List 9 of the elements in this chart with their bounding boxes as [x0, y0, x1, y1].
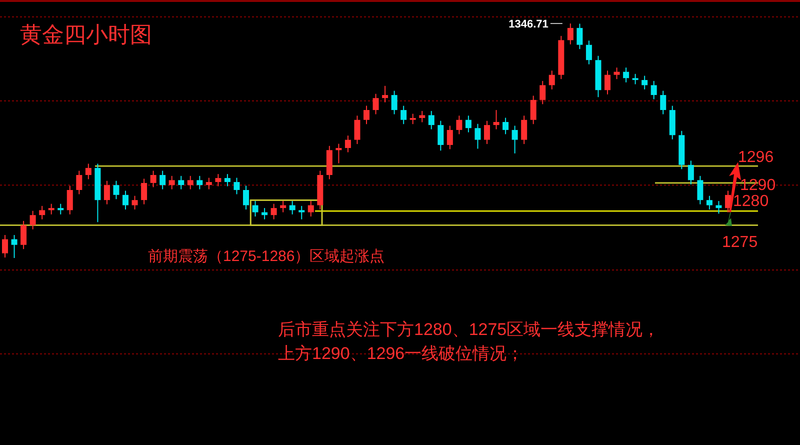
- chart-title: 黄金四小时图: [20, 22, 152, 47]
- annotation: 前期震荡（1275-1286）区域起涨点: [148, 248, 385, 265]
- text: 1296: [738, 149, 774, 166]
- annotation: 1275: [722, 234, 758, 252]
- text: 后市重点关注下方1280、1275区域一线支撑情况，: [278, 320, 660, 339]
- text: 1290: [740, 176, 776, 194]
- text: 1280: [733, 193, 769, 210]
- text: 上方1290、1296一线破位情况；: [278, 344, 524, 363]
- annotation: 1346.71: [508, 18, 548, 30]
